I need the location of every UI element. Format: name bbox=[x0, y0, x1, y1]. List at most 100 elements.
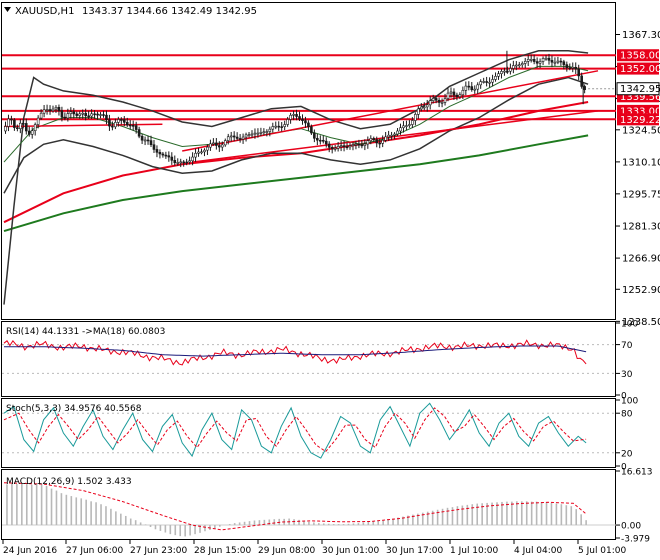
candle-body bbox=[54, 107, 58, 110]
candle-body bbox=[408, 124, 411, 126]
candle-body bbox=[72, 111, 76, 115]
candle-body bbox=[330, 147, 334, 150]
candle-body bbox=[434, 98, 438, 101]
candle-body bbox=[307, 122, 310, 128]
level-price-label: 1358.00 bbox=[620, 51, 660, 62]
symbol-dropdown-icon[interactable] bbox=[4, 7, 11, 12]
level-price-tag bbox=[617, 49, 659, 62]
candle-body bbox=[556, 60, 560, 63]
candle-body bbox=[580, 75, 583, 87]
candle-body bbox=[247, 134, 251, 137]
candle-body bbox=[544, 57, 548, 60]
current-price-tag bbox=[616, 82, 660, 96]
candle-body bbox=[122, 119, 126, 123]
candle-body bbox=[197, 151, 200, 154]
rsi-line bbox=[4, 345, 587, 357]
candle-body bbox=[203, 149, 206, 153]
candle-body bbox=[188, 160, 191, 163]
candle-body bbox=[402, 125, 405, 129]
candle-body bbox=[384, 136, 387, 141]
candle-body bbox=[117, 119, 120, 123]
candle-body bbox=[363, 143, 367, 146]
x-tick-label: 27 Jun 06:00 bbox=[66, 546, 123, 556]
candle-body bbox=[342, 145, 346, 148]
candle-body bbox=[19, 122, 22, 129]
candle-body bbox=[102, 114, 105, 116]
candle-body bbox=[200, 151, 203, 154]
candle-body bbox=[532, 59, 536, 62]
candle-body bbox=[550, 60, 554, 63]
candle-body bbox=[304, 120, 307, 124]
candle-body bbox=[515, 64, 518, 67]
candle-body bbox=[357, 143, 361, 146]
candle-body bbox=[399, 127, 402, 132]
candle-body bbox=[87, 115, 90, 118]
candle-body bbox=[146, 139, 150, 142]
candle-body bbox=[93, 113, 96, 116]
price-tick-label: 1295.75 bbox=[622, 189, 660, 200]
macd-title: MACD(12,26,9) 1.502 3.433 bbox=[6, 477, 132, 487]
candle-body bbox=[69, 111, 73, 114]
candle-body bbox=[111, 125, 114, 128]
candle-body bbox=[223, 140, 227, 146]
candle-body bbox=[220, 144, 224, 148]
indicator-tick-label: 100 bbox=[621, 320, 638, 330]
symbol-label: XAUUSD,H1 bbox=[15, 6, 74, 17]
candle-body bbox=[33, 124, 37, 131]
candle-body bbox=[253, 132, 257, 135]
candle-body bbox=[259, 132, 263, 134]
candle-body bbox=[7, 118, 10, 127]
candle-body bbox=[455, 94, 459, 98]
moving-average-line bbox=[3, 76, 589, 194]
candle-body bbox=[280, 126, 283, 128]
candle-body bbox=[108, 119, 111, 127]
x-tick-label: 30 Jun 17:00 bbox=[386, 546, 443, 556]
indicator-tick-label: 0.00 bbox=[621, 522, 641, 532]
moving-average-line bbox=[3, 50, 589, 305]
candle-body bbox=[194, 152, 197, 158]
candle-body bbox=[244, 134, 248, 138]
candle-body bbox=[387, 134, 390, 138]
indicator-tick-label: 70 bbox=[621, 341, 633, 351]
candle-body bbox=[176, 162, 180, 164]
candle-body bbox=[443, 98, 447, 103]
candle-body bbox=[298, 116, 301, 120]
stoch-line bbox=[3, 407, 587, 453]
candle-body bbox=[428, 100, 432, 106]
candle-body bbox=[295, 114, 298, 117]
candle-body bbox=[215, 142, 218, 146]
candle-body bbox=[313, 132, 316, 139]
candle-body bbox=[24, 123, 28, 132]
candle-body bbox=[179, 161, 183, 164]
candle-body bbox=[155, 149, 159, 153]
candle-body bbox=[324, 140, 328, 145]
candle-body bbox=[13, 119, 16, 128]
moving-average-line bbox=[3, 134, 589, 233]
candle-body bbox=[526, 59, 530, 62]
candle-body bbox=[449, 91, 453, 94]
ohlc-readout: 1343.37 1344.66 1342.49 1342.95 bbox=[82, 6, 257, 17]
candle-body bbox=[375, 139, 379, 144]
candle-body bbox=[212, 142, 215, 145]
candle-body bbox=[63, 116, 67, 119]
candle-body bbox=[36, 117, 40, 125]
candle-body bbox=[512, 65, 515, 69]
candle-body bbox=[535, 61, 539, 64]
candle-body bbox=[75, 113, 79, 116]
candle-body bbox=[559, 60, 563, 63]
x-tick-label: 28 Jun 15:00 bbox=[194, 546, 251, 556]
stoch-line bbox=[3, 402, 587, 459]
candle-body bbox=[120, 119, 123, 121]
candle-body bbox=[422, 106, 426, 109]
candle-body bbox=[235, 136, 239, 139]
candle-body bbox=[191, 156, 194, 162]
candle-body bbox=[4, 126, 7, 132]
price-tick-label: 1238.50 bbox=[622, 317, 660, 328]
candle-body bbox=[390, 134, 393, 137]
x-tick-label: 27 Jun 23:00 bbox=[130, 546, 187, 556]
candle-body bbox=[167, 155, 171, 158]
candle-body bbox=[149, 140, 153, 146]
candle-body bbox=[452, 91, 456, 96]
indicator-tick-label: 20 bbox=[621, 449, 633, 459]
candle-body bbox=[173, 160, 177, 164]
